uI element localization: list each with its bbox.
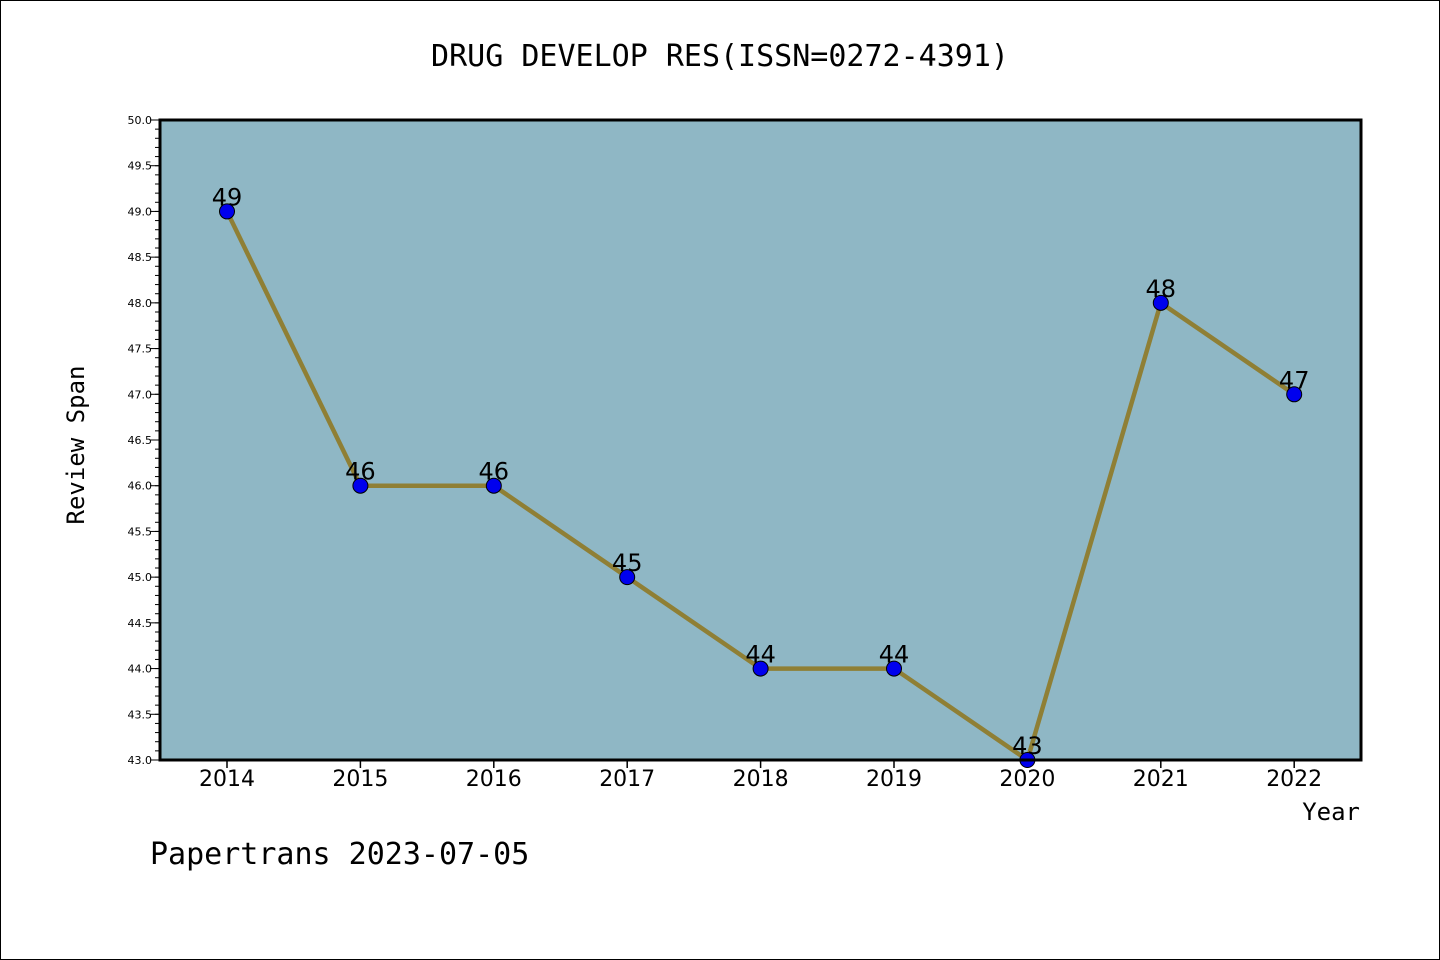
y-tick-label: 46.0 [128, 480, 153, 493]
data-point [619, 569, 636, 586]
plot-border [158, 118, 1363, 762]
y-tick-label: 49.5 [128, 160, 153, 173]
y-tick-label: 47.5 [128, 343, 153, 356]
y-tick-label: 43.5 [128, 708, 153, 721]
data-label: 44 [879, 641, 910, 669]
x-tick-label: 2018 [733, 767, 789, 792]
y-tick-label: 49.0 [128, 205, 153, 218]
y-tick-label: 45.0 [128, 571, 153, 584]
x-tick-label: 2022 [1266, 767, 1322, 792]
x-tick-label: 2015 [332, 767, 388, 792]
data-point [886, 660, 902, 677]
y-tick-label: 46.5 [128, 434, 153, 447]
x-tick-label: 2016 [466, 767, 522, 792]
data-label: 45 [612, 549, 643, 577]
x-tick-label: 2020 [999, 767, 1055, 792]
data-label: 46 [479, 458, 510, 486]
footer-watermark: Papertrans 2023-07-05 [150, 837, 529, 872]
y-tick-label: 48.5 [128, 251, 153, 264]
data-labels: 49 46 46 45 44 44 43 48 47 [212, 183, 1310, 760]
x-tick-label: 2021 [1133, 767, 1189, 792]
x-axis-ticks: 2014 2015 2016 2017 2018 2019 2020 2021 2022 [199, 760, 1322, 792]
data-point [485, 477, 502, 494]
x-tick-label: 2019 [866, 767, 922, 792]
y-tick-label: 43.0 [128, 754, 153, 767]
data-label: 49 [212, 183, 243, 211]
y-tick-label: 44.5 [128, 617, 153, 630]
y-axis-label: Review Span [62, 366, 90, 525]
data-label: 46 [345, 458, 376, 486]
data-label: 43 [1012, 732, 1043, 760]
x-tick-label: 2017 [599, 767, 655, 792]
x-axis-label: Year [1302, 798, 1360, 826]
data-point [1286, 386, 1303, 403]
data-label: 48 [1146, 275, 1177, 303]
data-label: 47 [1279, 366, 1310, 394]
y-tick-label: 45.5 [128, 525, 153, 538]
data-point [752, 660, 769, 677]
chart-title: DRUG DEVELOP RES(ISSN=0272-4391) [431, 39, 1009, 74]
y-tick-label: 44.0 [128, 663, 153, 676]
data-point [1152, 294, 1169, 311]
y-axis-ticks: 43.0 43.5 44.0 44.5 45.0 45.5 46.0 46.5 47.0 47.5… [128, 114, 160, 767]
y-tick-label: 48.0 [128, 297, 153, 310]
data-point [219, 203, 235, 220]
plot-area [160, 120, 1361, 760]
y-tick-label: 50.0 [128, 114, 153, 127]
y-tick-label: 47.0 [128, 388, 153, 401]
x-tick-label: 2014 [199, 767, 255, 792]
data-point [352, 477, 369, 494]
data-label: 44 [745, 641, 776, 669]
